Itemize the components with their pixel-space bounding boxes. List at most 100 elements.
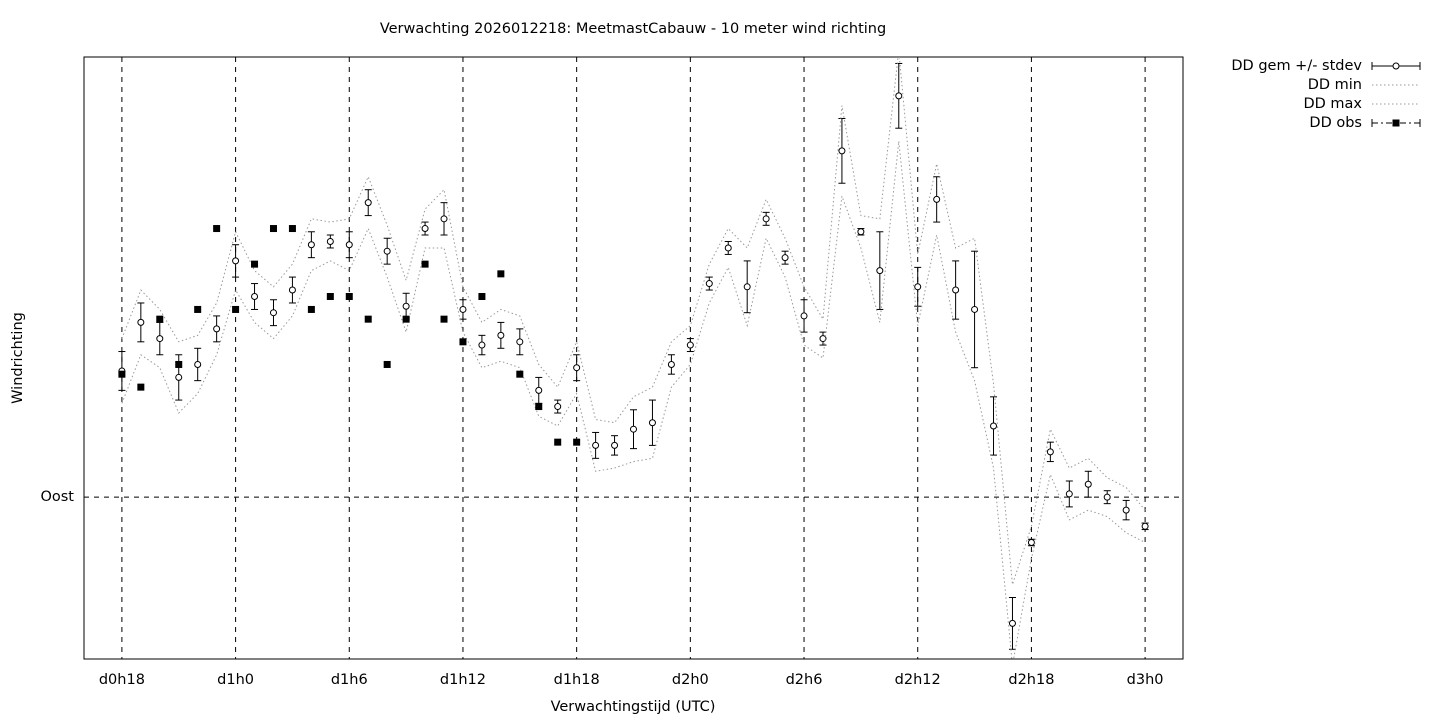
mean-point bbox=[724, 244, 732, 252]
mean-point bbox=[630, 425, 637, 433]
obs-point bbox=[402, 315, 410, 323]
mean-point bbox=[175, 373, 183, 381]
plot-frame bbox=[83, 56, 1184, 660]
error-bar bbox=[1141, 522, 1149, 531]
mean-point bbox=[288, 286, 296, 294]
error-bar bbox=[326, 234, 334, 249]
error-bar bbox=[705, 276, 713, 291]
mean-point bbox=[364, 199, 372, 207]
x-tick-label: d1h12 bbox=[440, 672, 486, 688]
legend-label: DD min bbox=[1308, 77, 1362, 93]
x-tick-label: d2h6 bbox=[786, 672, 823, 688]
obs-point bbox=[345, 293, 353, 301]
error-bar bbox=[137, 302, 145, 343]
mean-point bbox=[232, 257, 240, 265]
obs-point bbox=[156, 315, 164, 323]
error-bar bbox=[288, 276, 296, 304]
obs-point bbox=[440, 315, 448, 323]
mean-point bbox=[213, 325, 221, 333]
y-axis-label: Windrichting bbox=[10, 312, 26, 404]
mean-point bbox=[383, 247, 391, 255]
error-bar bbox=[1027, 538, 1035, 547]
x-tick-label: d2h0 bbox=[672, 672, 709, 688]
mean-point bbox=[459, 305, 467, 313]
min-max-line bbox=[121, 141, 1146, 659]
error-bar bbox=[592, 431, 600, 459]
mean-point bbox=[592, 441, 600, 449]
obs-point bbox=[232, 305, 240, 313]
mean-point bbox=[402, 302, 410, 310]
error-bar bbox=[213, 315, 221, 343]
mean-point bbox=[137, 318, 145, 326]
obs-point bbox=[194, 305, 202, 313]
obs-point bbox=[307, 305, 315, 313]
obs-point bbox=[383, 360, 391, 368]
x-tick-label: d3h0 bbox=[1127, 672, 1164, 688]
x-tick-label: d2h18 bbox=[1008, 672, 1054, 688]
legend-marker bbox=[1392, 62, 1400, 70]
mean-point bbox=[440, 215, 448, 223]
obs-point bbox=[269, 225, 277, 233]
error-bar bbox=[857, 228, 865, 236]
obs-point bbox=[535, 403, 543, 411]
mean-point bbox=[421, 225, 429, 233]
mean-point bbox=[478, 341, 486, 349]
mean-point bbox=[1122, 506, 1130, 514]
mean-point bbox=[1141, 522, 1149, 530]
legend-label: DD gem +/- stdev bbox=[1231, 58, 1362, 74]
obs-point bbox=[459, 338, 467, 346]
mean-point bbox=[1065, 490, 1073, 498]
obs-point bbox=[251, 260, 259, 268]
legend-label: DD max bbox=[1303, 96, 1362, 112]
obs-point bbox=[213, 225, 221, 233]
error-bar bbox=[459, 299, 467, 320]
error-bar bbox=[971, 250, 979, 369]
x-tick-label: d0h18 bbox=[99, 672, 145, 688]
legend-sample bbox=[1371, 62, 1421, 70]
error-bar bbox=[232, 244, 240, 278]
error-bar bbox=[554, 399, 562, 414]
error-bar bbox=[478, 334, 486, 356]
obs-point bbox=[478, 293, 486, 301]
mean-point bbox=[326, 237, 334, 245]
error-bar bbox=[364, 189, 372, 217]
mean-point bbox=[345, 241, 353, 249]
mean-point bbox=[251, 293, 259, 301]
error-bar bbox=[1084, 470, 1092, 498]
plot-area bbox=[118, 57, 1149, 659]
error-bar bbox=[1065, 480, 1073, 508]
mean-point bbox=[914, 283, 922, 291]
error-bar bbox=[648, 399, 656, 446]
obs-point bbox=[118, 370, 126, 378]
obs-point bbox=[421, 260, 429, 268]
error-bar bbox=[516, 328, 524, 356]
error-bar bbox=[952, 260, 960, 320]
error-bar bbox=[781, 250, 789, 265]
mean-point bbox=[156, 335, 164, 343]
mean-point bbox=[1046, 448, 1054, 456]
error-bar bbox=[933, 176, 941, 223]
mean-point bbox=[554, 403, 562, 411]
error-bar bbox=[819, 331, 827, 346]
x-tick-label: d1h6 bbox=[331, 672, 368, 688]
mean-point bbox=[194, 360, 202, 368]
mean-point bbox=[497, 331, 505, 339]
obs-point bbox=[516, 370, 524, 378]
mean-point bbox=[667, 360, 675, 368]
error-bar bbox=[251, 283, 259, 310]
obs-point bbox=[554, 438, 562, 446]
mean-point bbox=[1008, 619, 1016, 627]
error-bar bbox=[630, 409, 637, 450]
mean-point bbox=[857, 228, 865, 236]
mean-point bbox=[648, 419, 656, 427]
mean-point bbox=[611, 441, 619, 449]
legend-marker bbox=[1392, 119, 1400, 127]
mean-point bbox=[516, 338, 524, 346]
error-bar bbox=[743, 260, 751, 314]
error-bar bbox=[990, 396, 998, 456]
error-bar bbox=[762, 211, 770, 226]
legend-sample bbox=[1371, 119, 1421, 127]
mean-point bbox=[573, 364, 581, 372]
x-tick-label: d1h0 bbox=[217, 672, 254, 688]
obs-point bbox=[326, 293, 334, 301]
